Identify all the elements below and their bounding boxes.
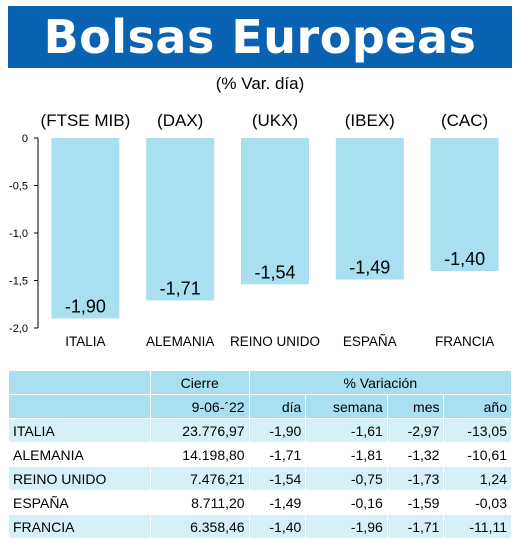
bar-chart: 0 -0,5 -1,0 -1,5 -2,0 (FTSE MIB) -1,90 ITALIA (D…: [9, 111, 499, 349]
index-code-label: (DAX): [157, 111, 203, 130]
x-tick-label: ALEMANIA: [146, 334, 214, 349]
y-tick-label: 0: [22, 133, 28, 145]
table-cell-cierre: 6.358,46: [149, 514, 250, 539]
table-cell-mes: -1,71: [386, 514, 445, 539]
data-label: -1,49: [349, 258, 390, 278]
header-dia: día: [248, 394, 307, 419]
table-group-header-row: Cierre % Variación: [8, 370, 513, 395]
header-ano: año: [443, 394, 512, 419]
table-cell-semana: -1,61: [305, 418, 388, 443]
y-tick-label: -0,5: [9, 181, 28, 193]
x-tick-label: REINO UNIDO: [230, 334, 320, 349]
table-cell-ano: -10,61: [443, 442, 512, 467]
table-cell-country: ESPAÑA: [8, 490, 151, 515]
table-cell-country: ITALIA: [8, 418, 151, 443]
bar: [335, 138, 404, 280]
table-sub-header-row: 9-06-´22 día semana mes año: [8, 394, 512, 419]
table-cell-ano: -13,05: [443, 418, 512, 443]
data-label: -1,54: [254, 262, 295, 282]
table-cell-country: FRANCIA: [8, 514, 151, 539]
x-tick-label: FRANCIA: [435, 334, 494, 349]
table-cell-ano: 1,24: [443, 466, 512, 491]
y-tick-label: -1,0: [9, 228, 28, 240]
table-cell-semana: -1,81: [305, 442, 388, 467]
table-cell-dia: -1,71: [248, 442, 307, 467]
data-label: -1,40: [444, 249, 485, 269]
table-cell-ano: -0,03: [443, 490, 512, 515]
table-cell-semana: -0,16: [305, 490, 388, 515]
table-cell-dia: -1,49: [248, 490, 307, 515]
table-row: FRANCIA 6.358,46 -1,40 -1,96 -1,71 -11,11: [8, 514, 512, 539]
table-corner-cell: [8, 370, 151, 395]
table-cell-dia: -1,40: [248, 514, 307, 539]
page-title: Bolsas Europeas: [43, 10, 477, 64]
data-label: -1,90: [65, 297, 106, 317]
table-cell-semana: -1,96: [305, 514, 388, 539]
table-cell-country: REINO UNIDO: [8, 466, 151, 491]
table-row: REINO UNIDO 7.476,21 -1,54 -0,75 -1,73 1,24: [8, 466, 512, 491]
table-cell-dia: -1,90: [248, 418, 307, 443]
table-cell-country: ALEMANIA: [8, 442, 151, 467]
index-code-label: (UKX): [252, 111, 298, 130]
data-label: -1,71: [160, 278, 201, 298]
chart-subtitle: (% Var. día): [215, 74, 305, 93]
y-tick-label: -1,5: [9, 276, 28, 288]
bar: [51, 138, 120, 319]
table-cell-mes: -1,73: [386, 466, 445, 491]
header-semana: semana: [305, 394, 388, 419]
table-corner-cell-2: [8, 394, 151, 419]
title-banner: Bolsas Europeas: [8, 6, 512, 68]
header-variacion: % Variación: [248, 370, 513, 395]
data-table: Cierre % Variación 9-06-´22 día semana m…: [8, 370, 513, 539]
x-tick-label: ESPAÑA: [343, 334, 397, 349]
table-body: ITALIA 23.776,97 -1,90 -1,61 -2,97 -13,05 ALEM…: [8, 418, 512, 539]
bar: [241, 138, 309, 285]
table-row: ITALIA 23.776,97 -1,90 -1,61 -2,97 -13,05: [8, 418, 512, 443]
table-row: ESPAÑA 8.711,20 -1,49 -0,16 -1,59 -0,03: [8, 490, 512, 515]
header-mes: mes: [386, 394, 445, 419]
table-row: ALEMANIA 14.198,80 -1,71 -1,81 -1,32 -10,61: [8, 442, 512, 467]
bar: [146, 138, 215, 301]
header-cierre: Cierre: [149, 370, 250, 395]
index-code-label: (IBEX): [345, 111, 395, 130]
table-cell-cierre: 8.711,20: [149, 490, 250, 515]
table-cell-mes: -1,59: [386, 490, 445, 515]
bar: [430, 138, 499, 271]
header-date: 9-06-´22: [149, 394, 250, 419]
index-code-label: (CAC): [441, 111, 488, 130]
table-cell-cierre: 7.476,21: [149, 466, 250, 491]
y-tick-label: -2,0: [9, 323, 28, 335]
table-cell-ano: -11,11: [443, 514, 512, 539]
table-cell-cierre: 23.776,97: [149, 418, 250, 443]
table-cell-dia: -1,54: [248, 466, 307, 491]
table-cell-cierre: 14.198,80: [149, 442, 250, 467]
table-cell-semana: -0,75: [305, 466, 388, 491]
x-tick-label: ITALIA: [65, 334, 105, 349]
table-cell-mes: -2,97: [386, 418, 445, 443]
index-code-label: (FTSE MIB): [41, 111, 131, 130]
table-cell-mes: -1,32: [386, 442, 445, 467]
